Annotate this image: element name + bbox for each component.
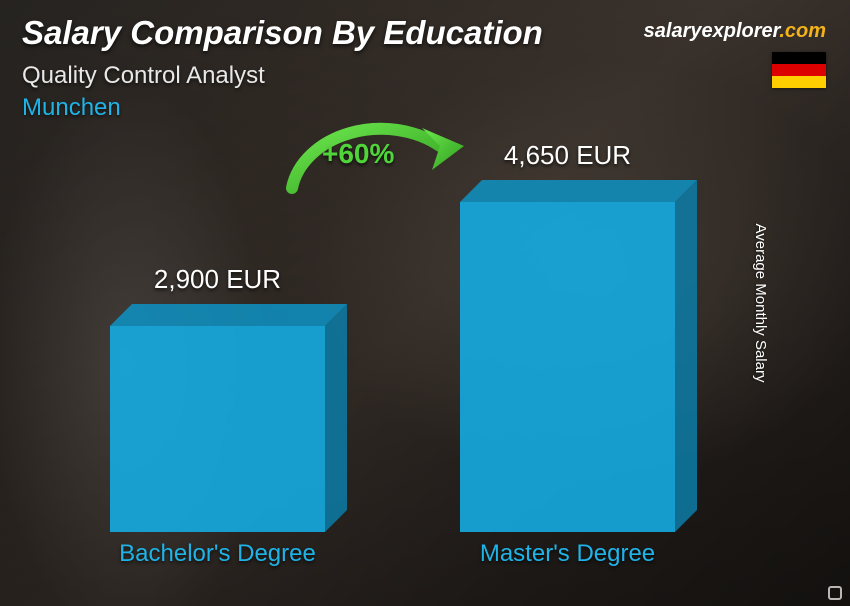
brand-suffix: .com	[779, 20, 826, 42]
bar-value-label: 4,650 EUR	[460, 140, 675, 171]
bar-top-face	[460, 180, 697, 202]
increase-percent-badge: +60%	[322, 138, 394, 170]
bar-top-face	[110, 304, 347, 326]
flag-germany-icon	[772, 52, 826, 88]
subtitle-role: Quality Control Analyst	[22, 62, 265, 90]
bar-side-face	[325, 304, 347, 532]
bar-3d	[110, 326, 325, 532]
page-title: Salary Comparison By Education	[22, 14, 543, 52]
bar-3d	[460, 202, 675, 532]
bar-front-face	[110, 326, 325, 532]
resize-handle-icon	[828, 586, 842, 600]
subtitle-location: Munchen	[22, 94, 121, 122]
brand-main: salaryexplorer	[644, 20, 780, 42]
flag-stripe-0	[772, 52, 826, 64]
bar-value-label: 2,900 EUR	[110, 264, 325, 295]
bar-side-face	[675, 180, 697, 532]
flag-stripe-1	[772, 64, 826, 76]
bar-category-label: Master's Degree	[460, 540, 675, 568]
brand-logo: salaryexplorer.com	[644, 20, 826, 43]
bar-front-face	[460, 202, 675, 532]
bar-bachelor-s-degree: 2,900 EURBachelor's Degree	[110, 326, 325, 532]
infographic-root: Salary Comparison By Education Quality C…	[0, 0, 850, 606]
increase-percent-text: +60%	[322, 138, 394, 170]
bar-category-label: Bachelor's Degree	[110, 540, 325, 568]
bar-master-s-degree: 4,650 EURMaster's Degree	[460, 202, 675, 532]
flag-stripe-2	[772, 76, 826, 88]
